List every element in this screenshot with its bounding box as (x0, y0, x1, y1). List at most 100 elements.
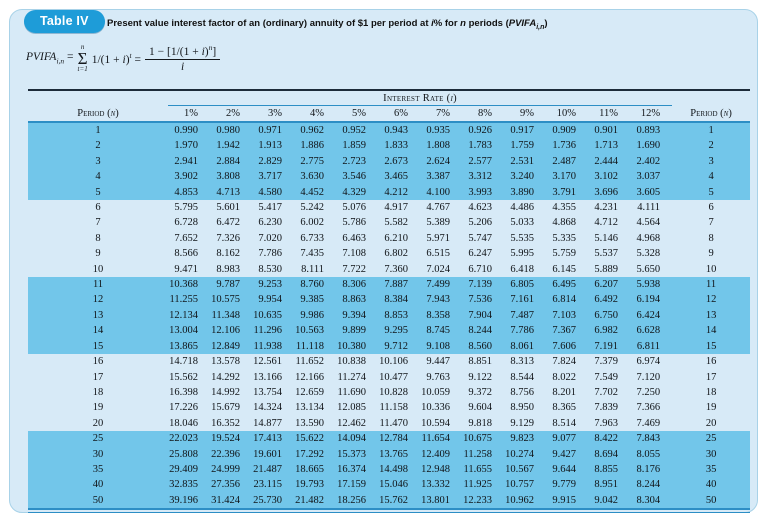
value-cell: 5.995 (510, 248, 534, 260)
value-cell: 8.358 (426, 309, 450, 321)
value-cell: 19.524 (211, 433, 240, 445)
table-row: 17 15.562 14.292 13.166 12.166 11.274 10.477 9.… (28, 370, 750, 385)
period-cell: 9 (95, 248, 101, 260)
value-cell: 8.855 (594, 463, 618, 475)
value-cell: 7.161 (510, 294, 534, 306)
value-cell: 9.644 (552, 463, 576, 475)
value-cell: 3.902 (174, 171, 198, 183)
value-cell: 8.061 (510, 340, 534, 352)
value-cell: 7.379 (594, 356, 618, 368)
period-cell: 7 (95, 217, 101, 229)
value-cell: 8.951 (594, 479, 618, 491)
table-row: 19 17.226 15.679 14.324 13.134 12.085 11.158 10… (28, 400, 750, 415)
value-cell: 0.962 (300, 125, 324, 136)
value-cell: 16.398 (169, 386, 198, 398)
value-cell: 5.328 (636, 248, 661, 260)
value-cell: 10.274 (505, 448, 534, 460)
value-cell: 7.487 (510, 309, 534, 321)
value-cell: 13.865 (169, 340, 198, 352)
value-cell: 12.849 (211, 340, 240, 352)
value-cell: 7.469 (636, 417, 661, 429)
value-cell: 7.843 (636, 433, 661, 445)
table-row: 9 8.566 8.162 7.786 7.435 7.108 6.802 6.515 6.24… (28, 246, 750, 261)
value-cell: 9.042 (594, 494, 618, 506)
value-cell: 8.422 (594, 433, 618, 445)
value-cell: 8.514 (552, 417, 576, 429)
spacer-cell (672, 90, 750, 106)
value-cell: 6.628 (636, 325, 661, 337)
value-cell: 3.240 (510, 171, 534, 183)
value-cell: 1.713 (594, 140, 618, 152)
period-cell: 20 (705, 417, 717, 429)
value-cell: 7.549 (594, 371, 618, 383)
value-cell: 1.859 (342, 140, 366, 152)
table-row: 20 18.046 16.352 14.877 13.590 12.462 11.470 10… (28, 416, 750, 431)
value-cell: 5.033 (510, 217, 534, 229)
value-cell: 17.413 (253, 433, 282, 445)
value-cell: 0.990 (174, 125, 198, 136)
value-cell: 10.675 (463, 433, 492, 445)
period-cell: 25 (92, 433, 104, 445)
value-cell: 0.917 (510, 125, 534, 136)
value-cell: 4.853 (174, 186, 198, 198)
value-cell: 5.795 (174, 202, 198, 214)
value-cell: 11.258 (463, 448, 493, 460)
table-row: 15 13.865 12.849 11.938 11.118 10.380 9.712 9.1… (28, 338, 751, 355)
value-cell: 5.582 (384, 217, 408, 229)
value-cell: 4.452 (300, 186, 324, 198)
value-cell: 15.562 (169, 371, 198, 383)
value-cell: 5.747 (468, 232, 492, 244)
value-cell: 12.085 (337, 402, 366, 414)
value-cell: 1.833 (384, 140, 408, 152)
period-cell: 18 (92, 386, 104, 398)
value-cell: 6.194 (636, 294, 661, 306)
period-cell: 35 (92, 463, 104, 475)
period-cell: 15 (705, 340, 717, 352)
value-cell: 8.162 (216, 248, 240, 260)
formula-body: 1/(1 + i)t = (91, 50, 141, 66)
rate-column-header: 4% (294, 105, 336, 123)
value-cell: 9.954 (258, 294, 282, 306)
value-cell: 6.710 (468, 263, 492, 275)
value-cell: 6.492 (594, 294, 618, 306)
formula-lhs: PVIFAi,n = (26, 50, 74, 66)
table-title: Present value interest factor of an (ord… (107, 18, 548, 31)
value-cell: 8.384 (384, 294, 408, 306)
value-cell: 9.818 (468, 417, 492, 429)
value-cell: 6.145 (552, 263, 576, 275)
period-cell: 30 (92, 448, 104, 460)
table-row: 25 22.023 19.524 17.413 15.622 14.094 12.784 11… (28, 431, 751, 447)
period-cell: 16 (705, 356, 717, 368)
period-cell: 10 (92, 263, 104, 275)
spacer-cell (28, 90, 168, 106)
table-row: 30 25.808 22.396 19.601 17.292 15.373 13.765 12… (28, 446, 751, 462)
value-cell: 11.652 (295, 356, 325, 368)
value-cell: 13.754 (253, 386, 282, 398)
value-cell: 6.247 (468, 248, 492, 260)
value-cell: 13.004 (169, 325, 198, 337)
table-row: 14 13.004 12.106 11.296 10.563 9.899 9.295 8.74… (28, 323, 751, 339)
value-cell: 11.255 (169, 294, 199, 306)
table-row: 8 7.652 7.326 7.020 6.733 6.463 6.210 5.971 5.74… (28, 231, 750, 246)
value-cell: 3.890 (510, 186, 534, 198)
period-cell: 17 (705, 371, 717, 383)
value-cell: 9.385 (300, 294, 324, 306)
value-cell: 7.606 (552, 340, 576, 352)
value-cell: 5.971 (426, 232, 450, 244)
value-cell: 9.787 (216, 279, 240, 291)
value-cell: 15.679 (211, 402, 240, 414)
value-cell: 7.108 (342, 248, 366, 260)
value-cell: 5.759 (552, 248, 576, 260)
value-cell: 9.915 (552, 494, 576, 506)
value-cell: 10.563 (295, 325, 324, 337)
value-cell: 24.999 (211, 463, 240, 475)
period-header-left: Period (n) (28, 105, 168, 123)
period-cell: 4 (95, 171, 101, 183)
value-cell: 3.102 (594, 171, 618, 183)
fraction-denominator: i (181, 60, 185, 73)
value-cell: 13.801 (421, 494, 450, 506)
value-cell: 23.115 (253, 479, 283, 491)
value-cell: 10.575 (211, 294, 240, 306)
value-cell: 5.242 (300, 202, 324, 214)
value-cell: 10.059 (421, 386, 450, 398)
